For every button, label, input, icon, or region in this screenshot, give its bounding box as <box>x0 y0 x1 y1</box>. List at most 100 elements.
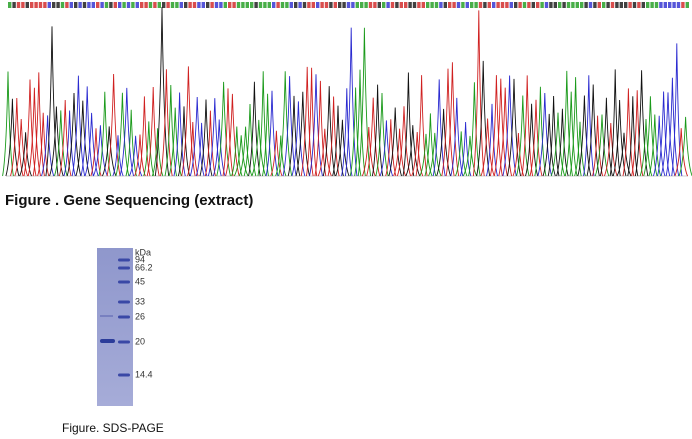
trace-peak <box>616 132 632 177</box>
marker-label: 45 <box>135 276 145 286</box>
sequence-letter <box>619 2 623 8</box>
unit-label: kDa <box>135 247 151 257</box>
sequence-letter <box>364 2 368 8</box>
sequence-letter <box>351 2 355 8</box>
trace-peak <box>278 71 293 177</box>
trace-peak <box>411 132 424 177</box>
trace-peak <box>143 121 155 177</box>
sequence-letter <box>329 2 333 8</box>
trace-peak <box>419 133 433 177</box>
sequence-letter <box>280 2 285 8</box>
sequence-letter <box>153 2 157 8</box>
sequence-letter <box>685 2 689 8</box>
sequence-letter <box>430 2 434 8</box>
sequence-letter <box>421 2 425 8</box>
trace-peak <box>622 88 635 177</box>
sequence-letter <box>399 2 403 8</box>
trace-peak <box>119 87 134 177</box>
sequence-letter <box>478 2 483 8</box>
trace-peak <box>195 122 208 177</box>
sequence-letter <box>25 2 29 8</box>
trace-peak <box>542 113 556 177</box>
trace-peak <box>643 96 658 177</box>
sequence-letter <box>65 2 69 8</box>
trace-peak <box>251 119 267 177</box>
sequence-letter <box>82 2 87 8</box>
trace-peak <box>45 26 59 177</box>
trace-peak <box>187 122 199 177</box>
sequence-letter <box>258 2 263 8</box>
sequence-letter <box>461 2 465 8</box>
sequence-letter <box>531 2 535 8</box>
sequence-letter <box>659 2 663 8</box>
sequence-letter <box>544 2 549 8</box>
sequence-letter <box>527 2 531 8</box>
trace-peak <box>556 108 569 177</box>
sequence-letter <box>131 2 135 8</box>
trace-peak <box>627 96 639 177</box>
sequence-letter <box>593 2 597 8</box>
sequence-letter <box>188 2 192 8</box>
sequence-letter <box>52 2 56 8</box>
trace-peak <box>204 110 216 177</box>
trace-peak <box>493 78 508 177</box>
trace-peak <box>322 86 336 177</box>
trace-peak <box>222 88 234 177</box>
sample-band <box>100 339 115 343</box>
trace-peak <box>441 68 455 177</box>
sequence-letter <box>184 2 188 8</box>
trace-peak <box>574 121 586 177</box>
trace-peak <box>66 93 82 177</box>
trace-peak <box>75 100 91 177</box>
trace-peak <box>516 95 530 177</box>
sequence-letter <box>214 2 219 8</box>
sequence-letter <box>8 2 12 8</box>
trace-peak <box>459 121 472 177</box>
trace-peak <box>472 10 485 177</box>
sequence-letter <box>395 2 399 8</box>
sequence-letter <box>263 2 267 8</box>
sequence-letter <box>157 2 161 8</box>
sequence-letter <box>254 2 258 8</box>
sequence-letter <box>448 2 452 8</box>
sequence-letter <box>377 2 381 8</box>
trace-peak <box>291 101 306 177</box>
sequence-letter <box>38 2 43 8</box>
marker-band <box>118 258 130 262</box>
sequence-letter <box>470 2 474 8</box>
trace-peak <box>84 112 99 177</box>
caption: Figure. SDS-PAGE <box>62 421 164 435</box>
trace-peak <box>248 81 261 177</box>
sequence-letter <box>588 2 593 8</box>
marker-band <box>118 266 130 270</box>
sequence-letter <box>553 2 557 8</box>
sequence-letter <box>624 2 628 8</box>
trace-peak <box>424 113 437 177</box>
sequence-letter <box>346 2 351 8</box>
trace-peak <box>502 75 517 177</box>
trace-peak <box>393 128 407 177</box>
sequence-letter <box>412 2 417 8</box>
trace-peak <box>349 87 362 177</box>
sequence-letter <box>562 2 566 8</box>
trace-peak <box>115 92 130 177</box>
marker-label: 66.2 <box>135 262 153 272</box>
trace-peak <box>388 107 402 177</box>
sequence-letter <box>382 2 386 8</box>
sequence-letter <box>276 2 280 8</box>
trace-peak <box>181 66 196 177</box>
trace-peak <box>216 81 231 177</box>
trace-peak <box>106 74 121 177</box>
sequence-letter <box>672 2 676 8</box>
trace-peak <box>173 92 186 177</box>
sequence-letter <box>522 2 527 8</box>
trace-peak <box>450 97 464 177</box>
trace-peak <box>300 66 314 177</box>
sequence-letter <box>615 2 619 8</box>
trace-peak <box>361 127 376 177</box>
sequence-letter <box>175 2 179 8</box>
sequence-letter <box>206 2 210 8</box>
trace-peak <box>168 107 182 177</box>
sequence-letter <box>192 2 197 8</box>
trace-peak <box>58 99 72 177</box>
